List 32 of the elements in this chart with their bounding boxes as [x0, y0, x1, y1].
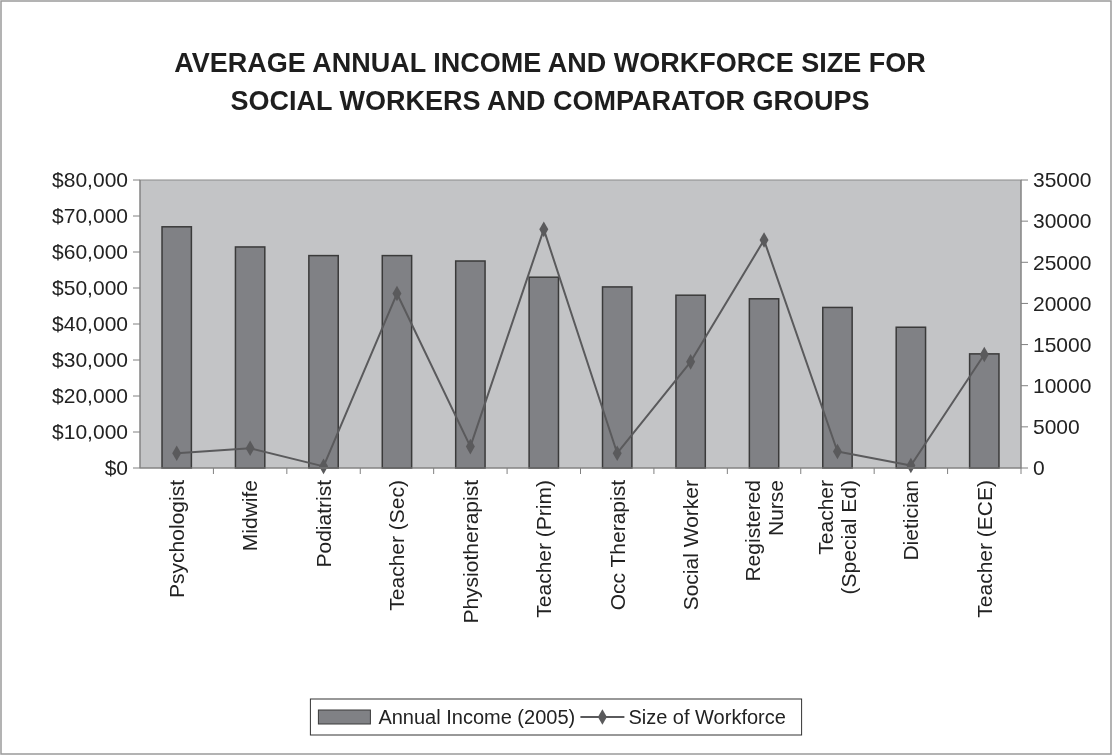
y-tick-label: $60,000 — [52, 240, 128, 264]
x-tick-label: Psychologist — [165, 479, 189, 598]
y-tick-label: $30,000 — [52, 348, 128, 372]
x-tick-label: Registered Nurse — [740, 480, 787, 582]
x-tick-label: Teacher (ECE) — [972, 480, 996, 618]
y-tick-label: $0 — [104, 456, 128, 480]
y-tick-label: $40,000 — [52, 312, 128, 336]
x-tick-label: Teacher (Sec) — [385, 480, 409, 611]
y-tick-label: $80,000 — [52, 168, 128, 192]
x-tick-label: Teacher (Special Ed) — [814, 480, 861, 595]
y2-tick-label: 15000 — [1033, 332, 1092, 356]
x-tick-label: Podiatrist — [311, 479, 335, 568]
chart-title: AVERAGE ANNUAL INCOME AND WORKFORCE SIZE FOR SOCIAL WORKERS AND COMPARATOR GROUPS — [174, 48, 926, 116]
x-tick-label: Occ Therapist — [605, 479, 629, 611]
y2-tick-label: 30000 — [1033, 209, 1092, 233]
y-tick-label: $20,000 — [52, 384, 128, 408]
y-tick-label: $50,000 — [52, 276, 128, 300]
x-tick-label: Social Worker — [678, 480, 702, 611]
legend-label: Annual Income (2005) — [378, 706, 576, 728]
x-tick-label: Teacher (Prim) — [532, 480, 556, 618]
x-tick-label: Dietician — [899, 480, 923, 561]
y2-tick-label: 20000 — [1033, 291, 1092, 315]
y2-tick-label: 10000 — [1033, 374, 1092, 398]
x-tick-label: Physiotherapist — [458, 479, 482, 624]
y2-tick-label: 25000 — [1033, 250, 1092, 274]
legend-label: Size of Workforce — [628, 706, 786, 728]
y-tick-label: $10,000 — [52, 420, 128, 444]
x-tick-label: Midwife — [238, 480, 262, 552]
y2-tick-label: 0 — [1033, 456, 1045, 480]
y2-tick-label: 5000 — [1033, 415, 1080, 439]
y-tick-label: $70,000 — [52, 204, 128, 228]
y2-tick-label: 35000 — [1033, 168, 1092, 192]
